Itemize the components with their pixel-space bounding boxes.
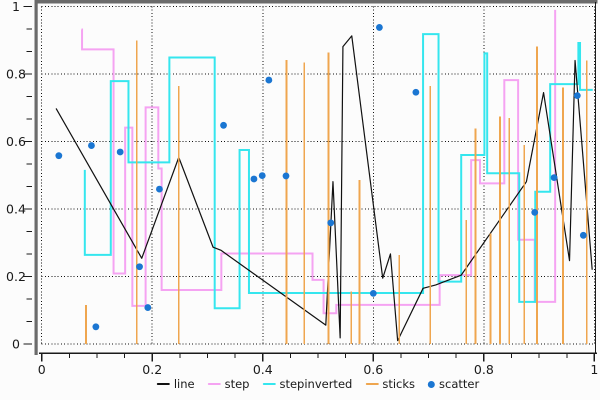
legend-item-step: step — [207, 377, 250, 391]
scatter-point — [573, 92, 581, 99]
legend-label: scatter — [439, 377, 480, 391]
y-tick-label: 1 — [12, 0, 20, 14]
scatter-point — [369, 289, 377, 297]
scatter-point — [579, 231, 587, 239]
legend-swatch-line — [156, 382, 170, 386]
series-sticks — [85, 40, 588, 344]
x-tick-label: 0.8 — [474, 362, 494, 377]
series-stepinverted — [83, 33, 593, 310]
scatter-point — [144, 304, 152, 311]
y-axis-spine — [34, 0, 38, 355]
legend-label: stepinverted — [279, 377, 353, 391]
x-tick-label: 0.2 — [142, 362, 162, 377]
legend-swatch-step — [207, 382, 221, 386]
scatter-point — [531, 208, 539, 216]
legend-swatch-stepinverted — [262, 382, 276, 386]
legend-label: step — [224, 377, 250, 391]
scatter-point — [412, 88, 420, 96]
x-tick-label: 0.6 — [363, 362, 383, 377]
scatter-point — [550, 174, 558, 182]
chart-legend: line step stepinverted sticks scatter — [156, 377, 479, 391]
legend-swatch-sticks — [365, 382, 379, 386]
legend-item-sticks: sticks — [365, 377, 415, 391]
y-tick-label: 0 — [12, 337, 20, 352]
scatter-point — [265, 76, 273, 84]
legend-item-scatter: scatter — [428, 377, 479, 391]
scatter-point — [250, 175, 258, 183]
scatter-point — [258, 172, 266, 179]
scatter-point — [136, 263, 143, 271]
series-line — [55, 35, 593, 342]
scatter-point — [88, 142, 95, 149]
y-tick-label: 0.4 — [6, 202, 26, 217]
legend-label: sticks — [382, 377, 415, 391]
legend-item-line: line — [156, 377, 195, 391]
y-tick-label: 0.8 — [6, 67, 26, 82]
y-tick-label: 0.2 — [6, 269, 26, 284]
series-scatter — [55, 24, 587, 331]
scatter-point — [55, 152, 63, 160]
x-tick-label: 0 — [38, 362, 46, 377]
legend-item-stepinverted: stepinverted — [262, 377, 352, 391]
legend-label: line — [173, 377, 195, 391]
y-tick-label: 0.6 — [6, 134, 26, 149]
top-spine — [34, 0, 598, 4]
scatter-point — [220, 121, 227, 129]
scatter-point — [375, 24, 383, 31]
axis-ticks — [23, 5, 596, 362]
legend-swatch-scatter — [428, 380, 435, 388]
series-step — [81, 9, 557, 315]
x-tick-label: 0.4 — [253, 362, 273, 377]
scatter-point — [156, 185, 163, 193]
scatter-point — [116, 148, 124, 156]
x-tick-label: 1 — [590, 362, 598, 377]
scatter-point — [327, 219, 335, 227]
scatter-point — [282, 172, 290, 180]
scatter-point — [92, 323, 100, 331]
